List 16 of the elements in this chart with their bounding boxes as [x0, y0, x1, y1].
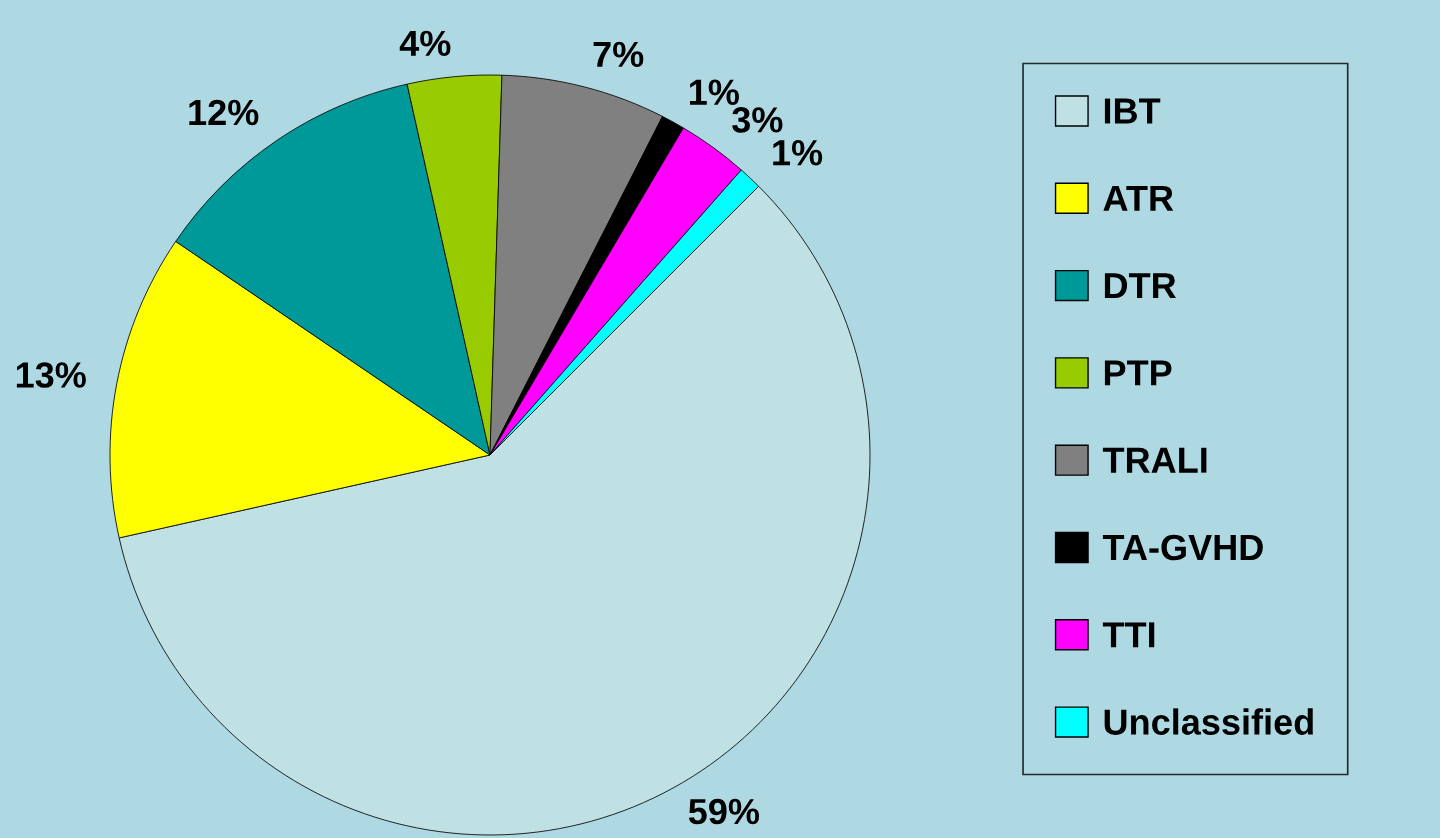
legend-label: IBT [1104, 98, 1161, 124]
legend-label: PTP [1104, 360, 1172, 386]
data-label: 4% [399, 30, 451, 57]
data-label: 1% [689, 79, 739, 105]
data-label: 7% [593, 41, 644, 68]
data-label: 1% [773, 140, 823, 166]
data-label: 13% [16, 362, 86, 388]
data-label: 3% [732, 107, 783, 133]
data-label: 12% [189, 99, 259, 126]
legend-label: DTR [1104, 273, 1176, 299]
legend-label: TA-GVHD [1102, 534, 1263, 561]
legend-label: Unclassified [1104, 708, 1313, 735]
data-label: 59% [688, 798, 760, 825]
legend-label: TTI [1102, 622, 1155, 648]
legend-label: ATR [1103, 185, 1174, 211]
legend-label: TRALI [1102, 447, 1207, 473]
